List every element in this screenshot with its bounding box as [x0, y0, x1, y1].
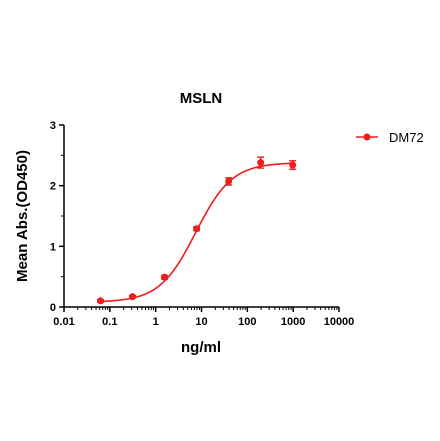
fit-curve [100, 162, 293, 303]
x-tick-label: 0.1 [102, 316, 117, 328]
data-marker [193, 225, 201, 233]
data-marker [96, 297, 104, 305]
legend-label: DM72 [389, 130, 424, 145]
data-marker [257, 159, 265, 167]
data-points [96, 156, 297, 305]
x-tick-label: 1 [153, 316, 159, 328]
fit-curves [100, 162, 293, 303]
x-tick-label: 10 [195, 316, 207, 328]
data-point [129, 293, 137, 301]
data-point [96, 297, 104, 305]
y-tick-label: 3 [50, 120, 56, 132]
x-tick-label: 100 [238, 316, 256, 328]
data-marker [161, 273, 169, 281]
data-point [193, 225, 201, 233]
legend: DM72 [356, 130, 424, 145]
x-axis-label: ng/ml [181, 339, 221, 356]
chart-title: MSLN [180, 90, 223, 107]
data-marker [129, 293, 137, 301]
axes: 0 1 2 3 0.01 0.1 1 10 100 1000 10000 [50, 120, 354, 328]
y-tick-label: 1 [50, 241, 56, 253]
data-point [289, 160, 297, 170]
x-tick-label: 10000 [324, 316, 355, 328]
data-marker [225, 177, 233, 185]
data-point [257, 156, 265, 169]
y-tick-label: 2 [50, 181, 56, 193]
x-tick-label: 0.01 [53, 316, 74, 328]
x-tick-label: 1000 [281, 316, 305, 328]
legend-marker [363, 133, 371, 141]
data-point [161, 273, 169, 281]
data-marker [289, 161, 297, 169]
y-tick-label: 0 [50, 302, 56, 314]
y-axis-label: Mean Abs.(OD450) [14, 150, 31, 282]
data-point [225, 177, 233, 186]
